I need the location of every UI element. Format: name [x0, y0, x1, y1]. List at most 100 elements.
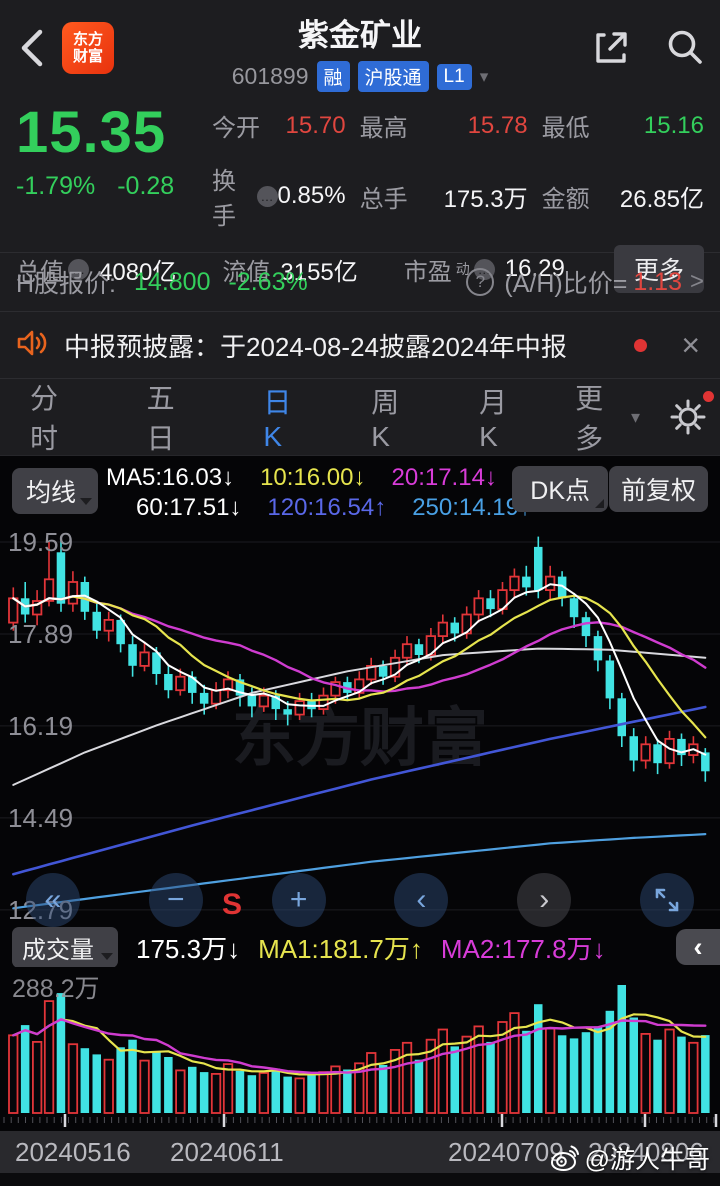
fullscreen-button[interactable] [639, 873, 694, 927]
chevron-down-icon: ▾ [630, 406, 640, 427]
indicator-drawer-tab[interactable]: ‹ [676, 929, 720, 965]
x-label-3: 20240709 [448, 1137, 564, 1167]
period-tabs: 分时 五日 日K 周K 月K 更多 ▾ [0, 379, 720, 455]
float-value: 3155亿 [280, 258, 358, 286]
forward-adjust-button[interactable]: 前复权 [608, 466, 708, 512]
legend-ma10: 10:16.00↓ [260, 464, 366, 491]
volume-ma2: MA2:177.8万↓ [440, 933, 606, 964]
change-amount: -0.28 [117, 172, 175, 200]
legend-ma250: 250:14.19↑ [412, 494, 531, 521]
volume-value: 175.3万 [443, 185, 528, 213]
volume-selector-button[interactable]: 成交量 [12, 926, 118, 968]
kline-chart[interactable]: 东方财富 S 19.59 17.89 16.19 14.49 12.79 [0, 522, 720, 927]
svg-text:16.19: 16.19 [8, 711, 73, 741]
volume-label: 总手 [359, 185, 408, 213]
badge-margin: 融 [316, 61, 350, 92]
announcement-text: 中报预披露：于2024-08-24披露2024年中报 [64, 331, 567, 362]
change-percent: -1.79% [16, 172, 96, 200]
zoom-in-button[interactable]: + [271, 873, 326, 927]
open-value: 15.70 [285, 111, 346, 139]
pan-right-button[interactable]: › [517, 873, 572, 927]
high-label: 最高 [359, 115, 408, 142]
stock-subtitle[interactable]: 601899 融 沪股通 L1 ▾ [0, 61, 720, 92]
svg-text:东方财富: 东方财富 [232, 702, 488, 774]
rewind-button[interactable]: « [26, 873, 80, 927]
credit-text: @游人牛哥 [584, 1146, 710, 1174]
expand-icon [655, 888, 679, 912]
tab-monthly-k[interactable]: 月K [479, 387, 508, 452]
volume-ma1: MA1:181.7万↑ [258, 933, 423, 964]
svg-text:17.89: 17.89 [8, 619, 73, 649]
search-icon[interactable] [664, 26, 706, 73]
close-icon[interactable]: × [681, 327, 700, 363]
tab-minute[interactable]: 分时 [30, 383, 59, 454]
mktcap-value: 4080亿 [99, 258, 177, 286]
hk-quote-row[interactable]: H股报价: 14.800 -2.63% ? (A/H)比价= 1.13 > [0, 252, 720, 312]
eastmoney-logo: 东方 财富 [62, 22, 114, 74]
x-axis-strip: 20240516 20240611 20240709 20240806 [0, 1131, 720, 1173]
turnover-value: 0.85% [277, 182, 346, 209]
hk-change: -2.63% [228, 267, 308, 296]
tab-more[interactable]: 更多 ▾ [575, 377, 640, 457]
pe-value: 16.29 [504, 255, 565, 282]
tab-weekly-k[interactable]: 周K [371, 387, 400, 452]
volume-header: 成交量 175.3万↓ MA1:181.7万↑ MA2:177.8万↓ ‹ [0, 926, 720, 968]
open-label: 今开 [212, 115, 260, 142]
share-icon[interactable] [590, 27, 630, 72]
weibo-icon [550, 1145, 579, 1171]
notification-dot [703, 391, 714, 402]
float-label: 流值 [222, 258, 271, 286]
badge-shconnect: 沪股通 [357, 61, 429, 92]
svg-text:S: S [222, 888, 242, 921]
unread-dot [634, 338, 648, 352]
mktcap-label: 总值 [16, 258, 64, 286]
ah-ratio-label: (A/H)比价= [504, 270, 628, 298]
high-value: 15.78 [467, 111, 528, 139]
pan-left-button[interactable]: ‹ [394, 873, 449, 927]
legend-ma20: 20:17.14↓ [391, 464, 497, 491]
low-label: 最低 [541, 115, 590, 142]
announcement-bar[interactable]: 中报预披露：于2024-08-24披露2024年中报 × [0, 312, 720, 379]
footer-spacer [0, 1173, 720, 1186]
gear-icon [670, 399, 706, 435]
price-panel: 15.35 -1.79% -0.28 今开 15.70 最高 15.78 最低 15.… [0, 96, 720, 293]
turnover-label: 换手 [212, 168, 236, 230]
info-icon[interactable]: … [68, 258, 89, 280]
chevron-right-icon[interactable]: > [689, 268, 704, 295]
stock-code: 601899 [231, 63, 309, 89]
tab-daily-k[interactable]: 日K [251, 367, 319, 467]
hk-label: H股报价: [16, 270, 117, 298]
x-label-1: 20240516 [15, 1137, 131, 1167]
info-icon[interactable]: … [256, 185, 278, 207]
stock-title: 紫金矿业 [298, 18, 422, 53]
amount-value: 26.85亿 [619, 185, 704, 213]
stats-grid: 今开 15.70 最高 15.78 最低 15.16 换手 … 0.85% 总手 175.3… [212, 102, 704, 231]
low-value: 15.16 [643, 111, 704, 139]
back-button[interactable] [14, 24, 50, 72]
ma-selector-button[interactable]: 均线 [12, 468, 99, 514]
svg-text:12.79: 12.79 [8, 895, 73, 925]
chevron-down-icon: ▾ [479, 66, 489, 86]
credit-watermark: @游人牛哥 [550, 1140, 710, 1176]
kline-section: 均线 MA5:16.03↓ 10:16.00↓ 20:17.14↓ 60:17.… [0, 455, 720, 927]
volume-current: 175.3万↓ [136, 933, 241, 964]
legend-ma60: 60:17.51↓ [136, 494, 242, 521]
last-price-block: 15.35 -1.79% -0.28 [16, 102, 212, 231]
volume-chart[interactable]: 288.2万 [0, 967, 720, 1131]
app-header: 东方 财富 紫金矿业 601899 融 沪股通 L1 ▾ [0, 0, 720, 96]
title-block: 紫金矿业 601899 融 沪股通 L1 ▾ [0, 10, 720, 92]
tab-5day[interactable]: 五日 [146, 383, 175, 454]
settings-button[interactable] [666, 391, 714, 439]
volume-max-label: 288.2万 [12, 975, 100, 1003]
kline-toolbar: 均线 MA5:16.03↓ 10:16.00↓ 20:17.14↓ 60:17.… [0, 456, 720, 522]
more-button[interactable]: 更多 [613, 245, 704, 293]
svg-text:19.59: 19.59 [8, 527, 73, 557]
dk-point-button[interactable]: DK点 [512, 466, 608, 512]
help-icon[interactable]: ? [466, 268, 495, 296]
speaker-icon [16, 328, 48, 363]
hk-price: 14.800 [134, 267, 211, 296]
ah-ratio-value: 1.13 [633, 267, 682, 296]
zoom-out-button[interactable]: − [148, 873, 203, 927]
x-label-4: 20240806 [588, 1137, 704, 1167]
badge-l1: L1 [436, 63, 472, 90]
